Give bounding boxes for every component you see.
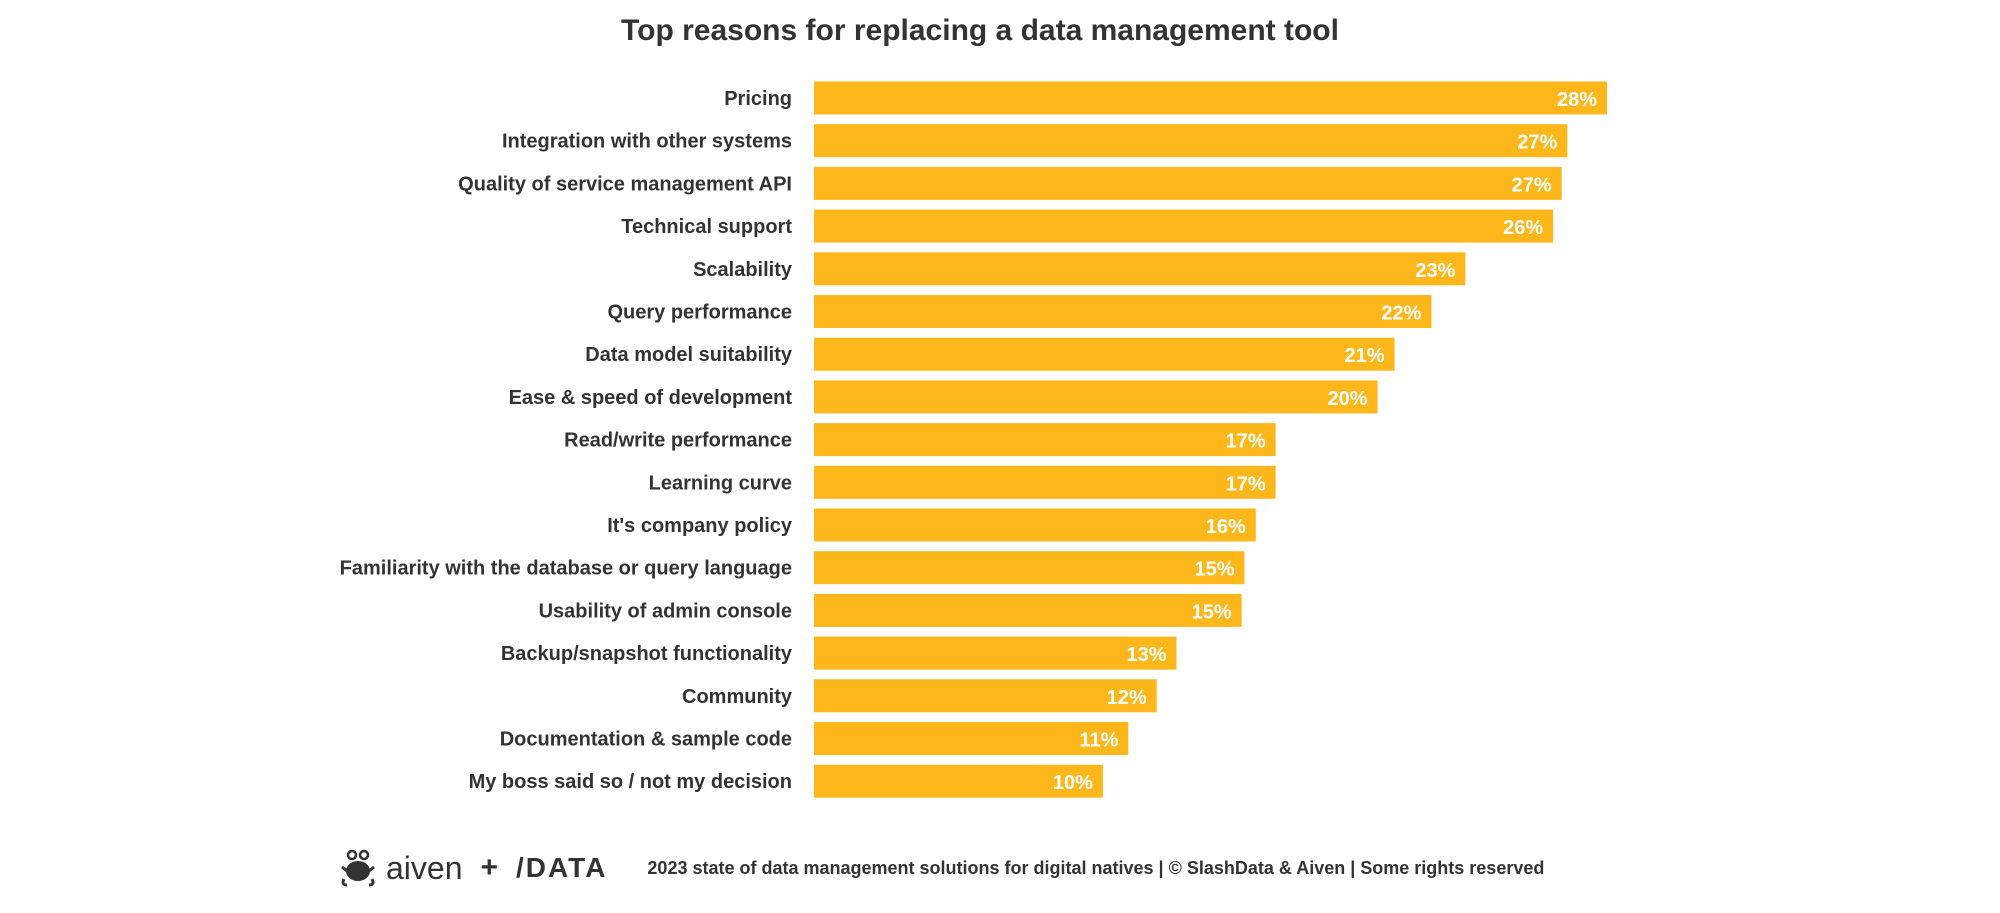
value-label: 20%	[1328, 388, 1368, 410]
value-label: 10%	[1053, 772, 1093, 794]
value-label: 16%	[1206, 516, 1246, 538]
bar	[814, 593, 1242, 627]
category-label: Integration with other systems	[502, 131, 792, 153]
value-label: 15%	[1194, 559, 1234, 581]
bar	[814, 209, 1554, 243]
value-label: 23%	[1415, 260, 1455, 282]
category-label: Familiarity with the database or query l…	[340, 558, 792, 580]
category-label: Learning curve	[649, 472, 792, 494]
bar	[814, 295, 1432, 328]
bar	[814, 166, 1562, 200]
bar	[814, 423, 1276, 457]
bar-chart: Pricing 28% Integration with other systems…	[340, 81, 1607, 798]
bar	[814, 252, 1466, 286]
footer: aiven + /DATA 2023 state of data managem…	[338, 849, 1545, 887]
bar	[814, 465, 1276, 499]
category-label: Quality of service management API	[458, 173, 792, 195]
bar	[814, 722, 1129, 755]
value-label: 27%	[1517, 132, 1557, 154]
value-label: 17%	[1226, 473, 1266, 495]
bar	[814, 508, 1256, 542]
bar	[814, 124, 1568, 158]
category-label: Technical support	[621, 216, 792, 238]
footer-credits: 2023 state of data management solutions …	[647, 857, 1545, 878]
chart-title: Top reasons for replacing a data managem…	[621, 14, 1339, 47]
value-label: 22%	[1381, 303, 1421, 325]
bar	[814, 81, 1607, 115]
value-label: 26%	[1503, 217, 1543, 239]
value-label: 27%	[1512, 174, 1552, 196]
bar	[814, 380, 1378, 414]
plus-sign: +	[480, 851, 499, 884]
bar	[814, 337, 1395, 371]
bar	[814, 551, 1245, 585]
bar	[814, 679, 1157, 713]
category-label: Data model suitability	[585, 344, 793, 366]
category-label: Query performance	[607, 302, 792, 324]
category-label: My boss said so / not my decision	[469, 771, 792, 793]
aiven-wordmark: aiven	[386, 849, 463, 886]
bar	[814, 636, 1177, 670]
value-label: 28%	[1557, 89, 1597, 111]
aiven-logo: aiven	[338, 849, 463, 887]
category-label: Usability of admin console	[539, 600, 792, 622]
category-label: Documentation & sample code	[500, 729, 792, 751]
value-label: 12%	[1107, 687, 1147, 709]
value-label: 21%	[1345, 345, 1385, 367]
crab-icon	[341, 849, 375, 887]
category-label: Ease & speed of development	[509, 387, 793, 409]
bar	[814, 764, 1103, 798]
value-label: 11%	[1079, 730, 1118, 752]
category-label: Community	[682, 686, 793, 708]
category-label: Scalability	[693, 259, 793, 281]
value-label: 17%	[1226, 431, 1266, 453]
category-label: Read/write performance	[564, 430, 792, 452]
slashdata-logo: /DATA	[516, 852, 608, 883]
value-label: 15%	[1192, 601, 1232, 623]
category-label: Backup/snapshot functionality	[501, 643, 793, 665]
value-label: 13%	[1126, 644, 1166, 666]
category-label: It's company policy	[607, 515, 793, 537]
category-label: Pricing	[724, 88, 792, 110]
